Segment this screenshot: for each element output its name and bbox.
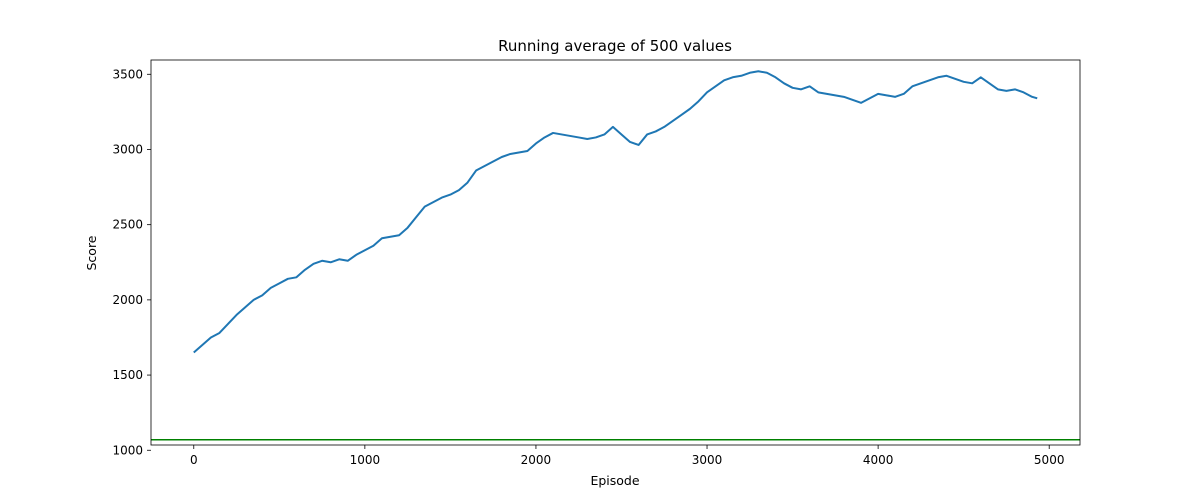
x-tick-label: 2000: [521, 453, 552, 467]
y-tick-label: 1500: [112, 368, 143, 382]
y-tick-label: 2500: [112, 218, 143, 232]
series-line-1: [193, 70, 1038, 354]
plot-frame: [150, 59, 1081, 446]
y-tick-label: 3500: [112, 67, 143, 81]
x-tick-label: 3000: [692, 453, 723, 467]
x-tick-label: 5000: [1034, 453, 1065, 467]
y-tick-label: 1000: [112, 443, 143, 457]
axes-layer: 0 1000 2000 3000 4000 5000 1000 1500 2000 2500 300…: [112, 59, 1081, 467]
y-tick-label: 3000: [112, 142, 143, 156]
x-tick-label: 0: [190, 453, 198, 467]
chart-title: Running average of 500 values: [498, 37, 732, 55]
y-tick-label: 2000: [112, 293, 143, 307]
series-layer: [151, 70, 1080, 441]
x-tick-label: 4000: [863, 453, 894, 467]
x-axis-label: Episode: [590, 473, 639, 488]
y-axis-label: Score: [84, 235, 99, 270]
x-tick-label: 1000: [350, 453, 381, 467]
